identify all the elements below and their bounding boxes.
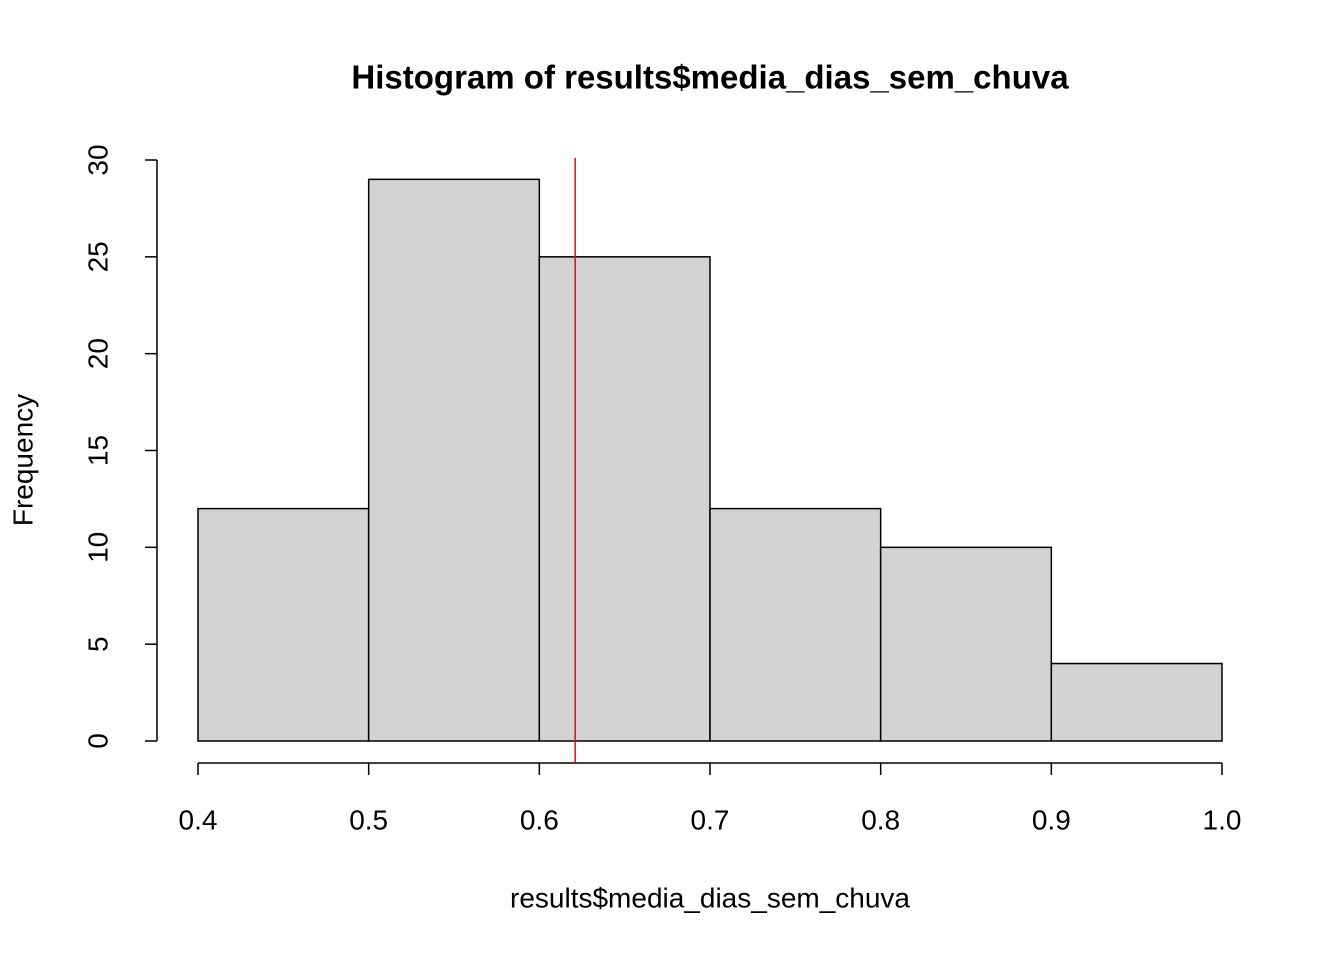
bar xyxy=(197,507,370,742)
y-tick-label: 10 xyxy=(82,532,113,563)
x-tick-label: 0.8 xyxy=(861,804,900,835)
x-tick-label: 0.6 xyxy=(520,804,559,835)
y-tick-label: 20 xyxy=(82,338,113,369)
chart-title: Histogram of results$media_dias_sem_chuv… xyxy=(351,59,1069,96)
y-tick-label: 15 xyxy=(82,435,113,466)
y-tick-label: 0 xyxy=(82,733,113,749)
y-tick-label: 30 xyxy=(82,144,113,175)
bar xyxy=(538,256,711,742)
x-axis-label: results$media_dias_sem_chuva xyxy=(510,882,910,913)
y-axis-label: Frequency xyxy=(7,394,38,526)
bar xyxy=(367,178,541,742)
x-tick-label: 0.9 xyxy=(1032,804,1071,835)
x-tick-label: 0.7 xyxy=(691,804,730,835)
x-tick-label: 1.0 xyxy=(1203,804,1242,835)
x-tick-label: 0.4 xyxy=(179,804,218,835)
bar xyxy=(879,546,1053,742)
y-tick-label: 25 xyxy=(82,241,113,272)
x-tick-label: 0.5 xyxy=(349,804,388,835)
bar xyxy=(1050,662,1223,742)
bar xyxy=(709,507,882,742)
y-tick-label: 5 xyxy=(82,636,113,652)
